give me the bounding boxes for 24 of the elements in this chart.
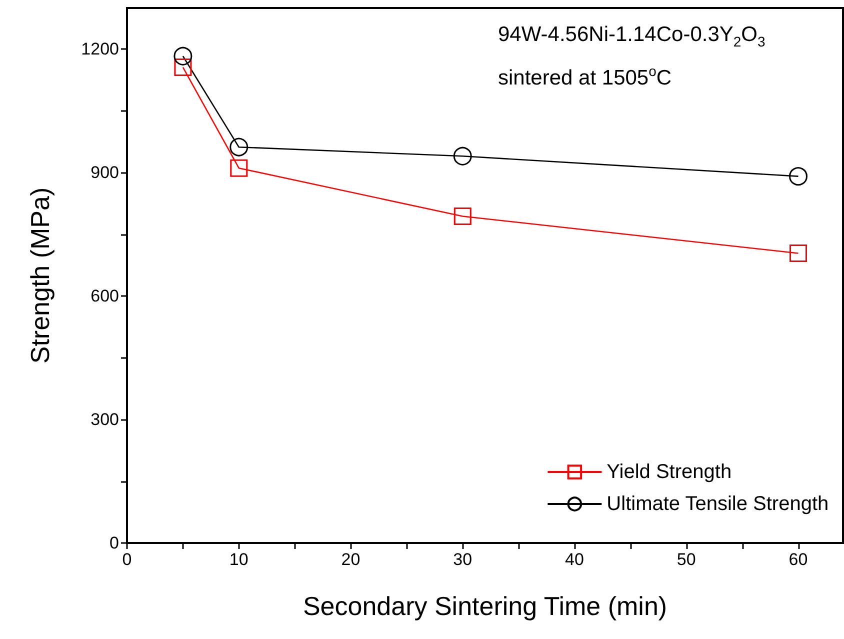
point [230,138,248,156]
x-tick-label: 20 [341,550,360,569]
x-tick-label: 60 [788,550,808,569]
point [789,167,808,186]
point [230,159,248,177]
x-tick-label: 40 [565,550,584,569]
x-tick-label: 30 [453,550,472,569]
y-axis-title: Strength (MPa) [25,187,55,364]
point [790,244,807,262]
y-tick-label: 0 [110,534,119,552]
point [454,207,472,225]
x-axis-title: Secondary Sintering Time (min) [302,591,668,621]
x-tick-label: 0 [122,550,132,569]
legend-label: Ultimate Tensile Strength [606,493,829,515]
y-tick-label: 900 [90,163,119,182]
point [174,58,192,76]
y-tick-label: 1200 [81,40,119,59]
legend-label: Yield Strength [606,461,732,483]
point [453,146,472,166]
y-tick-label: 600 [90,286,119,306]
y-tick-label: 300 [90,410,119,430]
point [174,46,192,66]
x-tick-label: 50 [676,550,696,569]
x-tick-label: 10 [229,550,248,569]
